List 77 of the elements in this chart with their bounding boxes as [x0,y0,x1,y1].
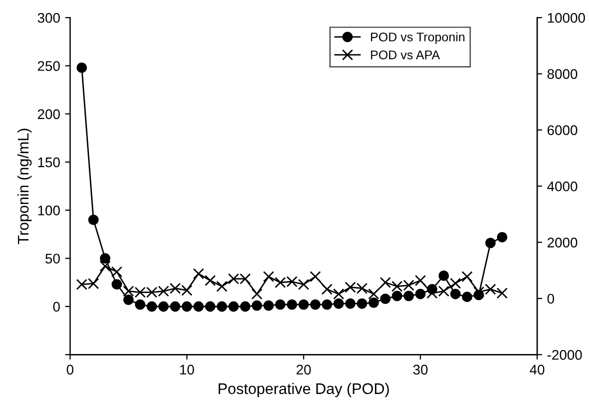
point [100,260,111,272]
point [263,271,274,282]
y-tick-label: 50 [45,254,60,264]
y2-tick-label: 0 [547,294,554,304]
point [88,214,99,226]
y2-tick-label: 10000 [548,12,585,23]
point [240,301,250,312]
point [182,301,192,312]
point [438,270,449,281]
point [158,301,169,312]
point [112,279,122,290]
point [322,299,332,310]
point [111,266,122,278]
point [170,301,180,312]
point [404,290,414,302]
point [286,299,298,310]
point [345,298,356,309]
point [100,253,110,264]
y-tick-label: 200 [38,109,60,120]
point [496,288,508,299]
point [484,284,496,295]
point [252,300,262,311]
y2-tick-label: 2000 [548,238,578,248]
point [310,271,321,282]
point [216,301,228,312]
y-tick-label: 300 [38,12,60,23]
x-tick-label: 0 [66,364,74,375]
point [485,238,496,248]
point [415,288,426,300]
y-axis-title: Troponin (ng/mL) [17,128,32,244]
point [368,297,379,308]
x-tick-label: 40 [530,364,544,375]
point [380,276,391,288]
legend-label: POD vs Troponin [371,32,464,44]
point [356,298,368,309]
point [134,299,146,310]
point [414,274,426,286]
y-tick-label: 0 [53,302,60,312]
point [462,292,472,302]
point [76,62,87,73]
point [380,294,391,304]
point [228,301,239,312]
point [298,278,310,290]
point [205,301,216,312]
point [123,294,134,305]
point [193,301,204,312]
x-tick-label: 10 [180,364,194,375]
point [310,299,321,310]
y-tick-label: 150 [38,157,60,168]
point [496,232,508,242]
y-tick-label: 250 [38,61,60,71]
point [146,301,158,312]
x-tick-label: 30 [413,364,428,375]
point [192,268,204,280]
y2-tick-label: 8000 [547,69,578,79]
point [450,278,461,289]
point [450,288,461,300]
point [368,288,380,300]
y2-tick-label: -2000 [548,350,582,360]
point [333,298,344,309]
point [473,286,484,298]
x-tick-label: 20 [296,364,311,375]
point [275,299,286,310]
point [204,274,216,286]
point [333,288,344,300]
y-tick-label: 100 [38,206,60,216]
point [251,288,262,300]
point [462,271,473,282]
point [298,299,309,310]
y2-tick-label: 6000 [548,125,578,136]
point [321,284,333,295]
y2-tick-label: 4000 [547,181,578,192]
point [263,300,274,311]
point [216,280,228,292]
x-axis-title: Postoperative Day (POD) [218,382,389,398]
point [392,290,402,302]
legend-label: POD vs APA [371,50,440,60]
